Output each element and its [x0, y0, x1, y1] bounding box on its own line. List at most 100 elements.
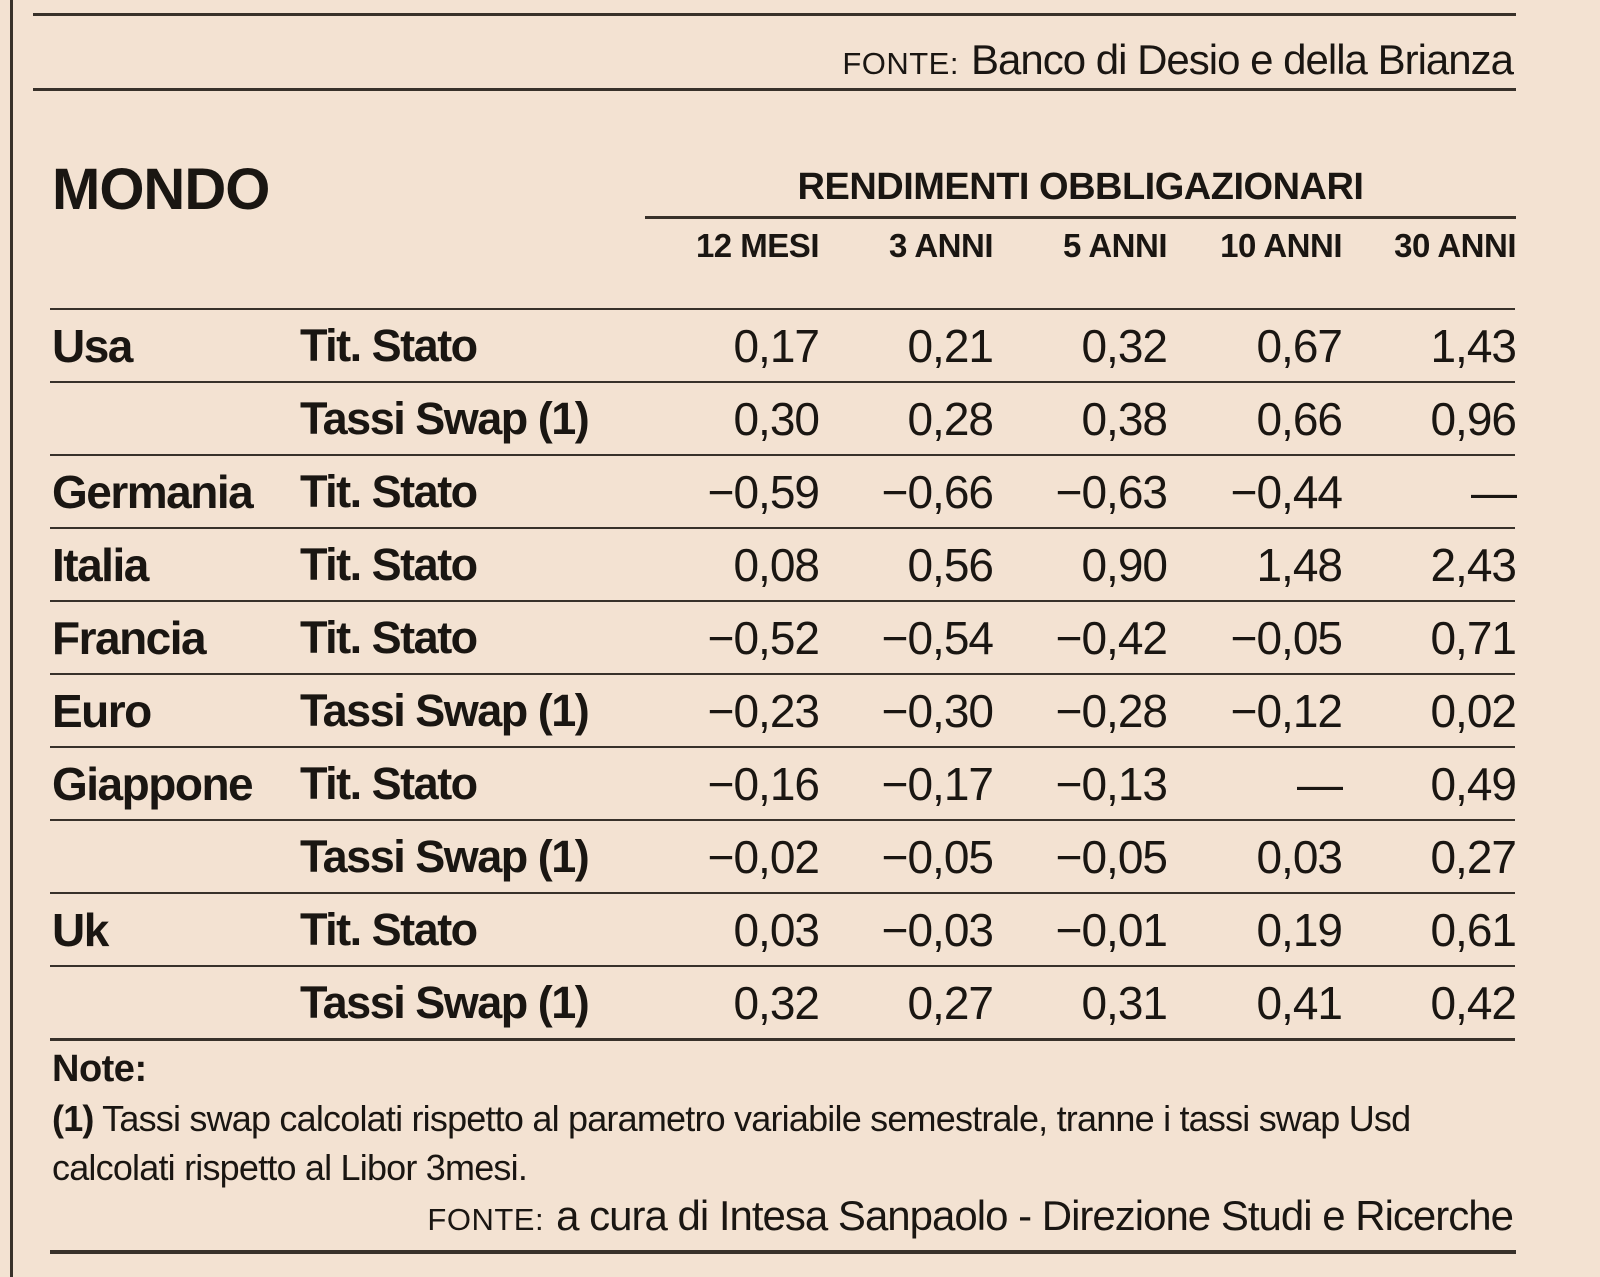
instrument-cell: Tit. Stato	[300, 903, 478, 955]
instrument-cell: Tassi Swap (1)	[300, 392, 590, 444]
instrument-cell: Tit. Stato	[300, 757, 478, 809]
value-cell: 0,66	[1256, 392, 1343, 445]
table-row: Germania Tit. Stato −0,59 −0,66 −0,63 −0,44 —	[50, 454, 1517, 527]
value-cell: −0,63	[1055, 465, 1168, 518]
section-title: MONDO	[52, 157, 270, 222]
value-cell: 0,67	[1256, 319, 1343, 372]
table-row: Uk Tit. Stato 0,03 −0,03 −0,01 0,19 0,61	[50, 892, 1517, 965]
table-title: RENDIMENTI OBBLIGAZIONARI	[797, 166, 1364, 208]
source-line-bottom: FONTE: a cura di Intesa Sanpaolo - Direz…	[427, 1192, 1514, 1240]
value-cell: 0,27	[907, 976, 994, 1029]
country-cell: Francia	[52, 611, 207, 664]
note-body-text: Tassi swap calcolati rispetto al paramet…	[52, 1098, 1411, 1188]
top-divider	[33, 13, 1516, 16]
value-cell: 0,61	[1430, 903, 1517, 956]
country-cell: Usa	[52, 319, 133, 372]
value-cell: 1,43	[1430, 319, 1517, 372]
table-row: Francia Tit. Stato −0,52 −0,54 −0,42 −0,05 0,7…	[50, 600, 1517, 673]
value-cell: −0,03	[881, 903, 994, 956]
column-header: 10 ANNI	[1220, 227, 1342, 264]
instrument-cell: Tit. Stato	[300, 319, 478, 371]
value-cell: −0,05	[1230, 611, 1343, 664]
value-cell: 0,90	[1081, 538, 1168, 591]
source-label: FONTE:	[842, 46, 959, 81]
value-cell: −0,01	[1055, 903, 1168, 956]
value-cell: −0,44	[1230, 465, 1343, 518]
country-cell: Giappone	[52, 757, 254, 810]
column-header: 12 MESI	[695, 227, 820, 264]
value-cell: −0,66	[881, 465, 994, 518]
value-cell: 0,30	[733, 392, 820, 445]
value-cell: −0,05	[881, 830, 994, 883]
value-cell: 0,19	[1256, 903, 1343, 956]
column-header: 5 ANNI	[1063, 227, 1167, 264]
value-cell: 0,03	[733, 903, 820, 956]
note-ref: (1)	[52, 1098, 94, 1139]
table-row: Tassi Swap (1) −0,02 −0,05 −0,05 0,03 0,27	[50, 819, 1517, 892]
country-cell: Euro	[52, 684, 152, 737]
source-text: a cura di Intesa Sanpaolo - Direzione St…	[556, 1192, 1514, 1239]
source-text: Banco di Desio e della Brianza	[970, 36, 1514, 83]
value-cell: −0,12	[1230, 684, 1343, 737]
column-header: 3 ANNI	[889, 227, 993, 264]
value-cell: 0,56	[907, 538, 994, 591]
table-row: Tassi Swap (1) 0,30 0,28 0,38 0,66 0,96	[50, 381, 1517, 454]
header-divider	[33, 88, 1516, 91]
value-cell: −0,52	[707, 611, 820, 664]
table-row: Usa Tit. Stato 0,17 0,21 0,32 0,67 1,43	[50, 308, 1517, 381]
value-cell: 0,31	[1081, 976, 1168, 1029]
value-cell: 0,32	[733, 976, 820, 1029]
value-cell: 0,02	[1430, 684, 1517, 737]
country-cell: Germania	[52, 465, 254, 518]
value-cell: 0,41	[1256, 976, 1343, 1029]
value-cell: 0,32	[1081, 319, 1168, 372]
instrument-cell: Tassi Swap (1)	[300, 830, 590, 882]
page-left-rule	[10, 0, 13, 1277]
country-cell: Italia	[52, 538, 149, 591]
value-cell: 0,49	[1430, 757, 1517, 810]
value-cell: −0,30	[881, 684, 994, 737]
table-row: Euro Tassi Swap (1) −0,23 −0,30 −0,28 −0,12 0,…	[50, 673, 1517, 746]
value-cell: −0,23	[707, 684, 820, 737]
value-cell: −0,02	[707, 830, 820, 883]
column-header: 30 ANNI	[1394, 227, 1516, 264]
instrument-cell: Tassi Swap (1)	[300, 684, 590, 736]
value-cell: 0,38	[1081, 392, 1168, 445]
instrument-cell: Tit. Stato	[300, 538, 478, 590]
table-row: Giappone Tit. Stato −0,16 −0,17 −0,13 — 0,49	[50, 746, 1517, 819]
value-cell: −0,17	[881, 757, 994, 810]
value-cell: 0,71	[1430, 611, 1517, 664]
value-cell: 2,43	[1430, 538, 1517, 591]
table-row: Tassi Swap (1) 0,32 0,27 0,31 0,41 0,42	[50, 965, 1517, 1038]
table-row: Italia Tit. Stato 0,08 0,56 0,90 1,48 2,43	[50, 527, 1517, 600]
value-cell: −0,13	[1055, 757, 1168, 810]
value-cell: −0,54	[881, 611, 994, 664]
value-cell: 0,08	[733, 538, 820, 591]
country-cell: Uk	[52, 903, 109, 956]
value-cell: —	[1297, 757, 1343, 810]
value-cell: −0,16	[707, 757, 820, 810]
column-headers: 12 MESI 3 ANNI 5 ANNI 10 ANNI 30 ANNI	[645, 227, 1517, 265]
value-cell: 0,42	[1430, 976, 1517, 1029]
value-cell: 0,96	[1430, 392, 1517, 445]
source-label: FONTE:	[427, 1202, 545, 1237]
value-cell: 0,17	[733, 319, 820, 372]
notes-heading: Note:	[52, 1048, 147, 1090]
instrument-cell: Tit. Stato	[300, 611, 478, 663]
value-cell: 0,27	[1430, 830, 1517, 883]
instrument-cell: Tassi Swap (1)	[300, 976, 590, 1028]
value-cell: 1,48	[1256, 538, 1343, 591]
source-line-top: FONTE: Banco di Desio e della Brianza	[842, 36, 1514, 84]
value-cell: 0,03	[1256, 830, 1343, 883]
value-cell: 0,21	[907, 319, 994, 372]
instrument-cell: Tit. Stato	[300, 465, 478, 517]
table-title-underline	[645, 216, 1516, 219]
value-cell: −0,42	[1055, 611, 1168, 664]
value-cell: −0,59	[707, 465, 820, 518]
yields-table: Usa Tit. Stato 0,17 0,21 0,32 0,67 1,43 Tassi S…	[50, 308, 1517, 1041]
value-cell: −0,28	[1055, 684, 1168, 737]
value-cell: —	[1471, 465, 1517, 518]
value-cell: −0,05	[1055, 830, 1168, 883]
bottom-divider	[50, 1250, 1516, 1254]
